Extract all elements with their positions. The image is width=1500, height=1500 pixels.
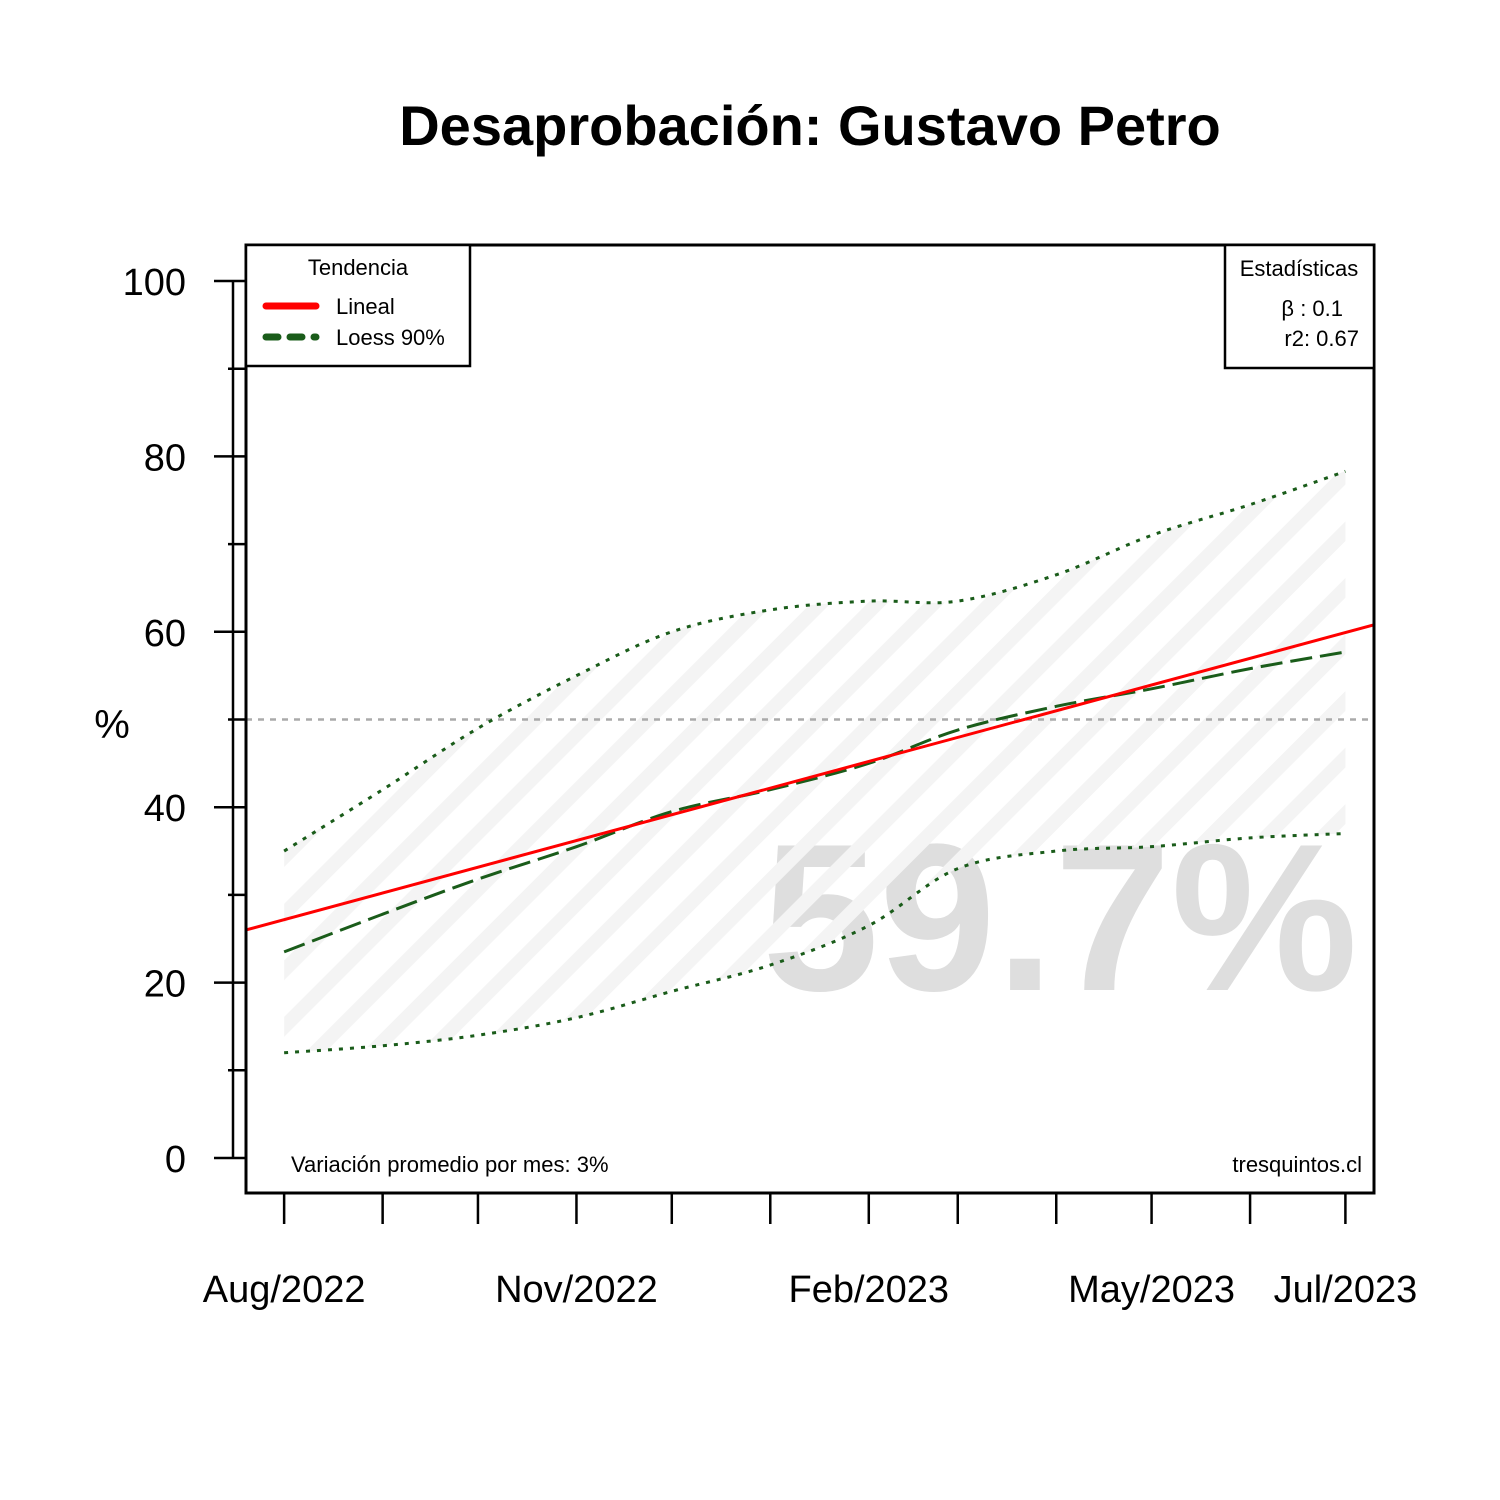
y-tick-label: 40 — [144, 788, 186, 830]
y-axis-label: % — [94, 703, 130, 747]
y-tick-label: 80 — [144, 437, 186, 479]
confidence-band — [284, 471, 1346, 1053]
stats-title: Estadísticas — [1240, 256, 1359, 281]
legend-item-loess: Loess 90% — [336, 325, 445, 350]
y-tick-label: 100 — [123, 262, 186, 304]
x-tick-label: Feb/2023 — [788, 1269, 949, 1311]
y-tick-label: 20 — [144, 964, 186, 1006]
linear-trend-line — [246, 623, 1374, 932]
stats-r2: r2: 0.67 — [1284, 326, 1359, 351]
x-axis: Aug/2022 Nov/2022 Feb/2023 May/2023 Jul/2023 — [203, 1191, 1418, 1311]
stats-box: Estadísticas β : 0.1 r2: 0.67 — [1223, 243, 1376, 370]
y-tick-label: 60 — [144, 613, 186, 655]
x-tick-label: Jul/2023 — [1274, 1269, 1418, 1311]
y-tick-label: 0 — [165, 1139, 186, 1181]
footer-source: tresquintos.cl — [1232, 1152, 1362, 1177]
chart-title: Desaprobación: Gustavo Petro — [399, 94, 1221, 157]
stats-beta: β : 0.1 — [1281, 296, 1343, 321]
legend-title: Tendencia — [308, 255, 409, 280]
footer-variation: Variación promedio por mes: 3% — [291, 1152, 609, 1177]
confidence-band-area — [284, 471, 1346, 1053]
series-layer — [246, 469, 1374, 1055]
loess-line — [283, 650, 1346, 954]
x-tick-label: May/2023 — [1068, 1269, 1235, 1311]
legend-box: Tendencia Lineal Loess 90% — [244, 243, 472, 368]
lower-bound-line — [284, 832, 1346, 1055]
y-axis: 0 20 40 60 80 100 — [123, 262, 246, 1181]
x-tick-label: Nov/2022 — [495, 1269, 658, 1311]
x-tick-label: Aug/2022 — [203, 1269, 366, 1311]
legend-item-linear: Lineal — [336, 294, 395, 319]
